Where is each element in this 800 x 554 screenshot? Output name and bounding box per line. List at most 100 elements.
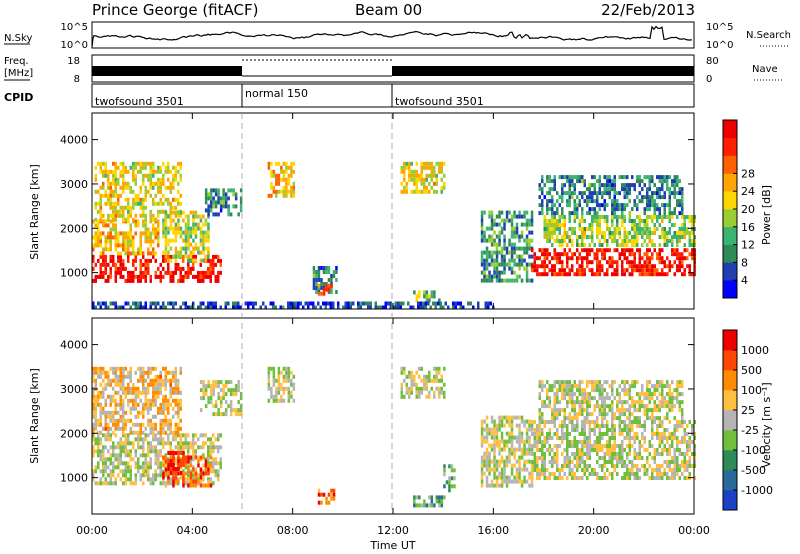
velocity-region-9 (443, 464, 456, 493)
date-title: 22/Feb/2013 (601, 1, 695, 19)
power-region-5 (267, 161, 296, 198)
freq-tick-top: 18 (67, 56, 80, 67)
velocity-region-6 (317, 488, 336, 505)
power-ytick-label: 1000 (60, 267, 88, 280)
velocity-colorbar-segment (723, 370, 737, 391)
velocity-ylabel: Slant Range [km] (28, 368, 41, 464)
nsearch-tick-top: 10^5 (706, 22, 733, 33)
power-colorbar-tick: 24 (741, 185, 755, 198)
power-colorbar-segment (723, 280, 737, 299)
velocity-colorbar-tick: -25 (741, 424, 759, 437)
power-region-9 (413, 290, 441, 303)
power-colorbar-label: Power [dB] (760, 185, 773, 245)
velocity-ytick-label: 3000 (60, 383, 88, 396)
velocity-colorbar-segment (723, 490, 737, 511)
freq-label: Freq. (4, 56, 29, 67)
velocity-region-5 (267, 366, 296, 403)
power-region-11 (531, 248, 696, 277)
velocity-colorbar-segment (723, 430, 737, 451)
xtick-label: 00:00 (76, 524, 108, 537)
velocity-colorbar-tick: 1000 (741, 344, 769, 357)
power-region-13 (538, 175, 684, 216)
velocity-colorbar-segment (723, 410, 737, 431)
velocity-colorbar-segment (723, 470, 737, 491)
station-title: Prince George (fitACF) (92, 1, 258, 19)
velocity-colorbar-label: Velocity [m s⁻¹] (760, 382, 773, 467)
power-region-4 (204, 188, 243, 217)
power-colorbar-segment (723, 209, 737, 228)
nsky-tick-bottom: 10^0 (61, 40, 88, 51)
velocity-colorbar-tick: 500 (741, 364, 762, 377)
cpid-panel: CPID twofsound 3501 normal 150 twofsound… (4, 83, 695, 108)
xtick-label: 04:00 (176, 524, 208, 537)
nsearch-label: N.Search (746, 30, 791, 41)
power-region-12 (543, 215, 696, 247)
cpid-segment-3: twofsound 3501 (395, 95, 484, 108)
velocity-colorbar-tick: -100 (741, 444, 766, 457)
power-region-10 (480, 210, 534, 283)
power-ytick-label: 2000 (60, 222, 88, 235)
power-ytick-label: 4000 (60, 134, 88, 147)
nsearch-tick-bottom: 10^0 (706, 40, 733, 51)
nave-label: Nave (752, 64, 778, 75)
power-colorbar-segment (723, 120, 737, 139)
power-region-1 (92, 219, 160, 256)
nsky-panel: N.Sky 10^5 10^0 10^5 10^0 N.Search (4, 21, 791, 51)
xtick-label: 16:00 (477, 524, 509, 537)
cpid-segment-1: twofsound 3501 (95, 95, 184, 108)
velocity-colorbar-tick: -1000 (741, 484, 773, 497)
velocity-colorbar-tick: 100 (741, 384, 762, 397)
power-colorbar-tick: 28 (741, 167, 755, 180)
freq-panel: Freq. [MHz] 18 8 80 0 Nave (4, 54, 784, 85)
power-region-3 (162, 210, 210, 263)
power-colorbar-tick: 12 (741, 239, 755, 252)
power-colorbar: 4 8 12 16 20 24 28 (722, 119, 755, 299)
power-ytick-label: 3000 (60, 178, 88, 191)
nave-tick-bottom: 0 (706, 74, 712, 85)
freq-unit-label: [MHz] (4, 68, 33, 79)
velocity-colorbar-segment (723, 330, 737, 351)
velocity-panel (91, 317, 696, 515)
beam-title: Beam 00 (355, 1, 422, 19)
velocity-colorbar-segment (723, 390, 737, 411)
power-colorbar-segment (723, 244, 737, 263)
power-region-7 (317, 283, 333, 296)
power-region-2 (94, 161, 182, 222)
power-ylabel: Slant Range [km] (28, 164, 41, 260)
freq-band-3 (392, 66, 694, 76)
power-colorbar-segment (723, 226, 737, 245)
velocity-colorbar-tick: 25 (741, 404, 755, 417)
velocity-ytick-label: 2000 (60, 427, 88, 440)
power-colorbar-segment (723, 155, 737, 174)
xtick-label: 00:00 (678, 524, 710, 537)
velocity-colorbar-tick: -500 (741, 464, 766, 477)
xtick-label: 20:00 (578, 524, 610, 537)
nave-tick-top: 80 (706, 56, 719, 67)
xtick-label: 12:00 (377, 524, 409, 537)
cpid-label: CPID (4, 91, 33, 104)
freq-band-1 (92, 66, 242, 76)
velocity-region-8 (413, 495, 446, 508)
power-colorbar-segment (723, 137, 737, 156)
power-colorbar-tick: 16 (741, 221, 755, 234)
nsky-tick-top: 10^5 (61, 22, 88, 33)
velocity-colorbar-segment (723, 350, 737, 371)
velocity-colorbar-segment (723, 450, 737, 471)
velocity-region-7 (400, 366, 446, 399)
velocity-region-11 (531, 420, 696, 480)
cpid-segment-2: normal 150 (245, 87, 308, 100)
power-colorbar-tick: 20 (741, 203, 755, 216)
velocity-ytick-label: 4000 (60, 339, 88, 352)
power-region-8 (400, 161, 446, 194)
velocity-region-10 (480, 415, 534, 488)
velocity-ytick-label: 1000 (60, 472, 88, 485)
power-colorbar-tick: 8 (741, 256, 748, 269)
power-region-14 (92, 301, 495, 310)
power-colorbar-segment (723, 191, 737, 210)
power-colorbar-tick: 4 (741, 274, 748, 287)
xtick-label: 08:00 (277, 524, 309, 537)
velocity-region-3 (167, 451, 185, 475)
velocity-region-1 (92, 366, 182, 435)
velocity-region-4 (199, 380, 243, 417)
